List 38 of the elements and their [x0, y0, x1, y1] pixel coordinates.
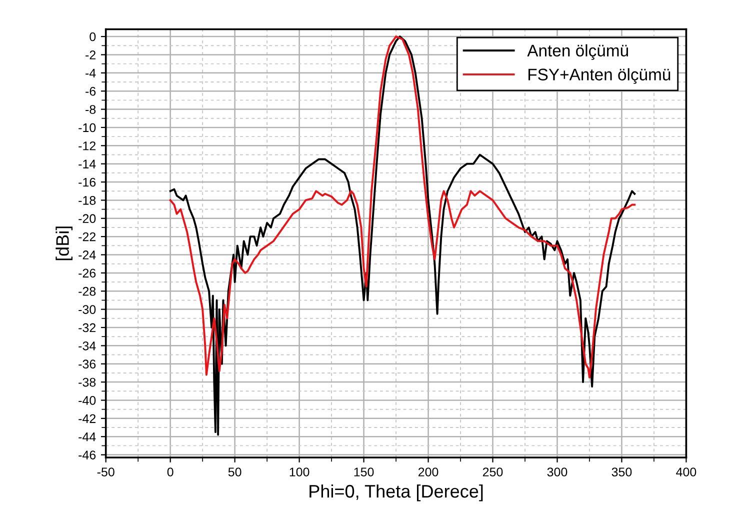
x-tick-label: 200: [418, 468, 438, 476]
x-tick-label: 350: [612, 468, 632, 476]
x-tick-label: 300: [547, 468, 568, 476]
y-tick-label: -8: [86, 105, 96, 114]
y-tick-label: -46: [78, 450, 96, 460]
y-tick-label: -32: [78, 323, 96, 332]
y-tick-label: -4: [86, 68, 96, 78]
x-axis-title: Phi=0, Theta [Derece]: [310, 484, 483, 502]
x-tick-label: 250: [482, 468, 503, 476]
y-tick-label: -28: [78, 286, 96, 296]
y-tick-label: -42: [78, 414, 96, 423]
x-tick-label: -50: [97, 468, 114, 476]
y-tick-label: -36: [78, 360, 96, 369]
y-tick-label: -6: [86, 86, 96, 96]
y-tick-label: -38: [78, 378, 96, 387]
y-tick-label: -40: [78, 396, 96, 405]
y-tick-label: 0: [90, 32, 96, 42]
y-tick-label: -24: [78, 250, 96, 260]
y-tick-label: -14: [78, 160, 96, 168]
y-tick-label: -18: [78, 196, 96, 205]
y-tick-label: -12: [78, 141, 96, 150]
x-tick-label: 150: [354, 468, 374, 476]
y-tick-label: -10: [78, 123, 96, 132]
y-tick-label: -16: [78, 178, 96, 187]
y-tick-label: -2: [86, 50, 96, 60]
y-tick-label: -44: [78, 432, 96, 442]
x-tick-label: 50: [228, 468, 242, 476]
legend-label: Anten ölçümü: [527, 44, 628, 60]
legend-label: FSY+Anten ölçümü: [528, 68, 670, 84]
x-tick-label: 400: [676, 468, 696, 476]
x-tick-label: 100: [290, 468, 310, 476]
x-tick-label: 0: [167, 468, 174, 476]
y-tick-label: -20: [78, 214, 96, 224]
y-tick-label: -34: [78, 341, 96, 350]
y-axis-title: [dBi]: [56, 226, 73, 260]
y-tick-label: -30: [78, 305, 96, 314]
y-tick-label: -26: [78, 268, 96, 278]
y-tick-label: -22: [78, 232, 96, 242]
